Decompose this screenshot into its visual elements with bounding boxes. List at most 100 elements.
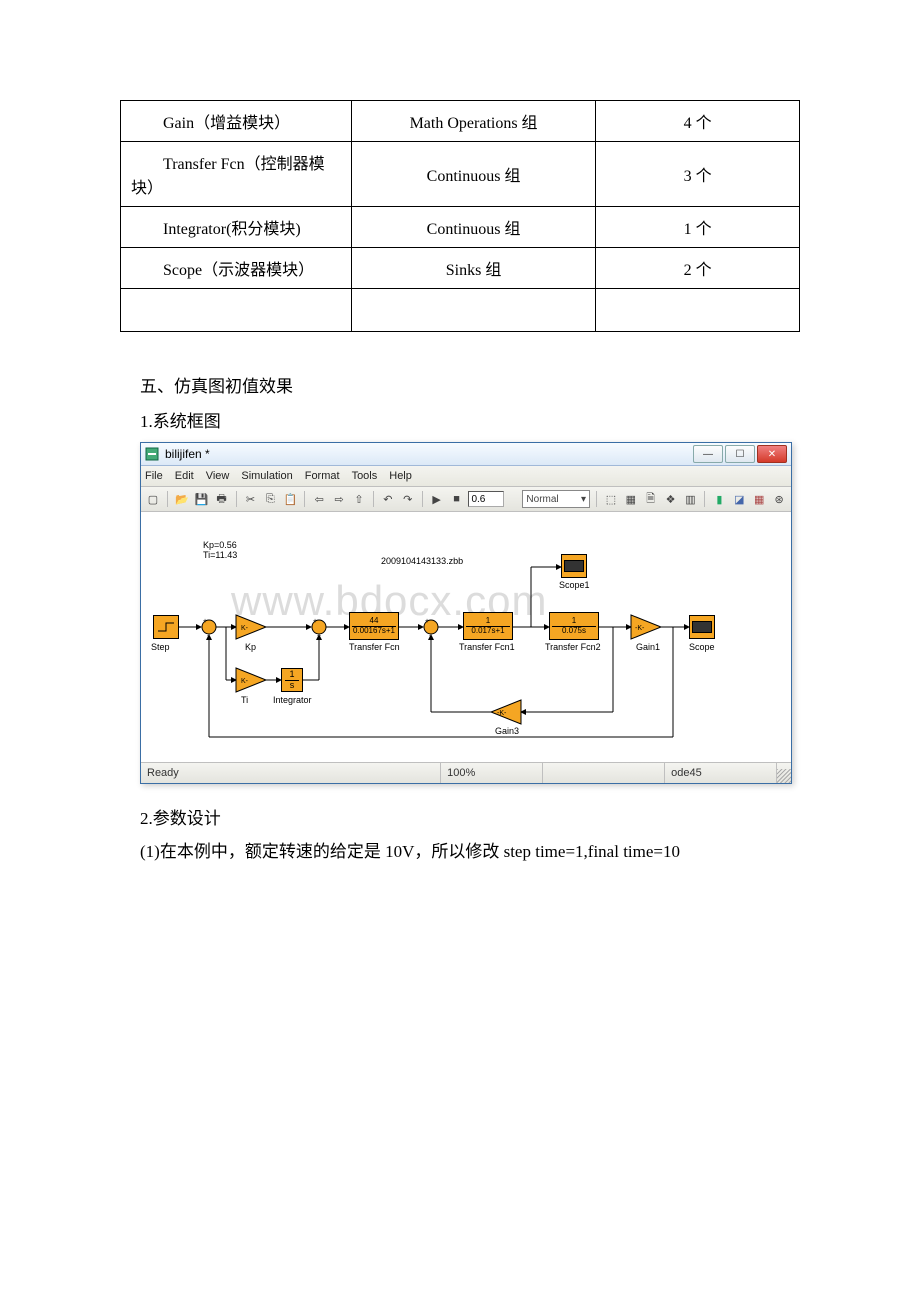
- tool-icon[interactable]: ▮: [711, 491, 727, 507]
- ti-label: Ti: [241, 695, 248, 705]
- menubar: File Edit View Simulation Format Tools H…: [141, 466, 791, 487]
- cell: Continuous 组: [351, 207, 595, 248]
- up-icon[interactable]: ⇧: [351, 491, 367, 507]
- step-block[interactable]: [153, 615, 179, 639]
- resize-grip-icon[interactable]: [777, 769, 791, 783]
- app-icon: [145, 447, 159, 461]
- sub-heading: 1.系统框图: [140, 407, 800, 432]
- stop-icon[interactable]: ■: [449, 491, 465, 507]
- gain3-label: Gain3: [495, 726, 519, 736]
- toolbar: ▢ 📂 💾 🖶 ✂ ⎘ 📋 ⇦ ⇨ ⇧ ↶ ↷ ▶ ■ Normal▾: [141, 487, 791, 512]
- paste-icon[interactable]: 📋: [282, 491, 298, 507]
- minimize-button[interactable]: —: [693, 445, 723, 463]
- new-icon[interactable]: ▢: [145, 491, 161, 507]
- tool-icon[interactable]: ⬚: [603, 491, 619, 507]
- section-heading: 五、仿真图初值效果: [140, 372, 800, 397]
- tool-icon[interactable]: ◪: [731, 491, 747, 507]
- simulink-window: bilijifen * — ☐ ✕ File Edit View Simulat…: [140, 442, 792, 784]
- mode-select[interactable]: Normal▾: [522, 490, 590, 508]
- cell: 1 个: [596, 207, 800, 248]
- cell: [596, 289, 800, 332]
- model-canvas[interactable]: www.bdocx.com Kp=0.56 Ti=11.43 200910414…: [141, 512, 791, 762]
- tf-num: 1: [572, 617, 576, 626]
- tool-icon[interactable]: ❖: [663, 491, 679, 507]
- cell: [121, 289, 352, 332]
- cell: 4 个: [596, 101, 800, 142]
- tool-icon[interactable]: ▥: [683, 491, 699, 507]
- cell: 3 个: [596, 142, 800, 207]
- module-table: Gain（增益模块） Math Operations 组 4 个 Transfe…: [120, 100, 800, 332]
- menu-format[interactable]: Format: [305, 470, 340, 482]
- table-row: Integrator(积分模块) Continuous 组 1 个: [121, 207, 800, 248]
- mode-label: Normal: [526, 494, 558, 505]
- tool-icon[interactable]: ▦: [751, 491, 767, 507]
- transfer-fcn-block[interactable]: 44 0.00167s+1: [349, 612, 399, 640]
- tfcn-label: Transfer Fcn: [349, 642, 400, 652]
- scope-block[interactable]: [689, 615, 715, 639]
- svg-text:+: +: [313, 618, 317, 625]
- tfcn1-label: Transfer Fcn1: [459, 642, 515, 652]
- maximize-button[interactable]: ☐: [725, 445, 755, 463]
- tfcn2-label: Transfer Fcn2: [545, 642, 601, 652]
- table-row: Gain（增益模块） Math Operations 组 4 个: [121, 101, 800, 142]
- back-icon[interactable]: ⇦: [311, 491, 327, 507]
- table-row: Scope（示波器模块） Sinks 组 2 个: [121, 248, 800, 289]
- copy-icon[interactable]: ⎘: [262, 491, 278, 507]
- transfer-fcn2-block[interactable]: 1 0.075s: [549, 612, 599, 640]
- forward-icon[interactable]: ⇨: [331, 491, 347, 507]
- tf-den: 0.075s: [562, 627, 586, 636]
- titlebar[interactable]: bilijifen * — ☐ ✕: [141, 443, 791, 466]
- menu-simulation[interactable]: Simulation: [241, 470, 292, 482]
- svg-text:+: +: [203, 618, 207, 625]
- table-row: Transfer Fcn（控制器模块） Continuous 组 3 个: [121, 142, 800, 207]
- undo-icon[interactable]: ↶: [380, 491, 396, 507]
- kp-label: Kp: [245, 642, 256, 652]
- transfer-fcn1-block[interactable]: 1 0.017s+1: [463, 612, 513, 640]
- cell: Continuous 组: [351, 142, 595, 207]
- svg-text:-K-: -K-: [635, 625, 645, 632]
- menu-file[interactable]: File: [145, 470, 163, 482]
- svg-text:K-: K-: [241, 625, 249, 632]
- gain1-label: Gain1: [636, 642, 660, 652]
- open-icon[interactable]: 📂: [174, 491, 190, 507]
- status-solver: ode45: [665, 763, 777, 783]
- scope1-label: Scope1: [559, 580, 590, 590]
- step-label: Step: [151, 642, 170, 652]
- cell: Sinks 组: [351, 248, 595, 289]
- status-ready: Ready: [141, 763, 441, 783]
- body-text: (1)在本例中，额定转速的给定是 10V，所以修改 step time=1,fi…: [140, 837, 800, 862]
- scope1-block[interactable]: [561, 554, 587, 578]
- tf-den: 0.017s+1: [471, 627, 504, 636]
- tool-icon[interactable]: ⊛: [771, 491, 787, 507]
- integrator-block[interactable]: 1 s: [281, 668, 303, 692]
- status-blank: [543, 763, 665, 783]
- menu-view[interactable]: View: [206, 470, 230, 482]
- print-icon[interactable]: 🖶: [214, 491, 230, 507]
- cell: Transfer Fcn（控制器模块）: [121, 142, 352, 207]
- tf-num: 1: [486, 617, 490, 626]
- menu-edit[interactable]: Edit: [175, 470, 194, 482]
- integrator-label: Integrator: [273, 695, 312, 705]
- tf-num: 44: [370, 617, 379, 626]
- close-button[interactable]: ✕: [757, 445, 787, 463]
- cell: Gain（增益模块）: [121, 101, 352, 142]
- menu-tools[interactable]: Tools: [352, 470, 378, 482]
- svg-text:-K-: -K-: [497, 710, 507, 717]
- tool-icon[interactable]: ▦: [623, 491, 639, 507]
- sub-heading: 2.参数设计: [140, 804, 800, 829]
- stop-time-input[interactable]: [468, 491, 504, 507]
- cell: 2 个: [596, 248, 800, 289]
- cell: [351, 289, 595, 332]
- tf-den: 0.00167s+1: [353, 627, 395, 636]
- statusbar: Ready 100% ode45: [141, 762, 791, 783]
- svg-text:+: +: [425, 618, 429, 625]
- play-icon[interactable]: ▶: [429, 491, 445, 507]
- redo-icon[interactable]: ↷: [400, 491, 416, 507]
- menu-help[interactable]: Help: [389, 470, 412, 482]
- scope-label: Scope: [689, 642, 715, 652]
- save-icon[interactable]: 💾: [194, 491, 210, 507]
- tool-icon[interactable]: 🗎: [643, 491, 659, 507]
- status-zoom: 100%: [441, 763, 543, 783]
- cell: Math Operations 组: [351, 101, 595, 142]
- cut-icon[interactable]: ✂: [243, 491, 259, 507]
